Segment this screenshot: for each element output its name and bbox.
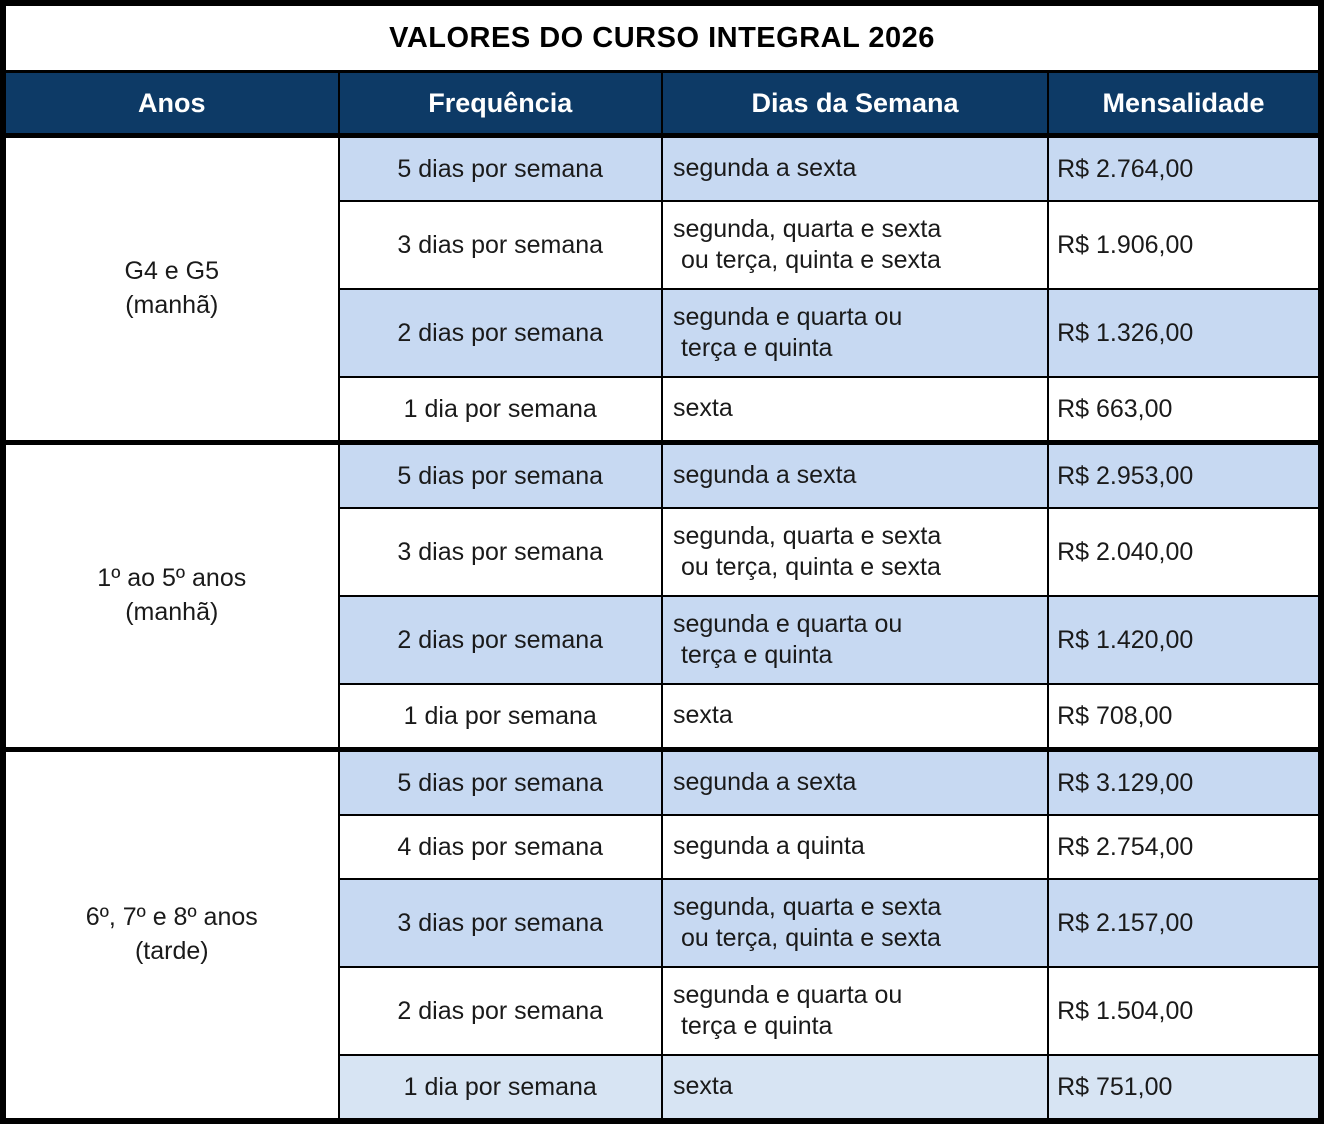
cell-frequencia: 2 dias por semana <box>337 966 663 1056</box>
dias-line: terça e quinta <box>680 334 833 362</box>
dias-line: segunda e quarta ou <box>672 980 903 1009</box>
table-row: 3 dias por semana segunda, quarta e sext… <box>3 507 1322 597</box>
table-row: 1 dia por semana sexta R$ 751,00 <box>3 1054 1322 1122</box>
cell-dias: segunda e quarta ou terça e quinta <box>660 595 1050 685</box>
cell-mensalidade: R$ 1.420,00 <box>1047 595 1322 685</box>
cell-dias: segunda a sexta <box>660 133 1050 202</box>
cell-frequencia: 3 dias por semana <box>337 200 663 290</box>
group-label-line2: (manhã) <box>125 291 219 319</box>
dias-line: sexta <box>672 701 733 730</box>
table-title: VALORES DO CURSO INTEGRAL 2026 <box>2 2 1322 73</box>
cell-dias: segunda, quarta e sexta ou terça, quinta… <box>660 878 1050 968</box>
cell-mensalidade: R$ 2.157,00 <box>1047 878 1322 968</box>
cell-mensalidade: R$ 3.129,00 <box>1047 747 1322 816</box>
cell-mensalidade: R$ 1.504,00 <box>1047 966 1322 1056</box>
dias-line: segunda a sexta <box>672 154 857 183</box>
dias-line: ou terça, quinta e sexta <box>680 924 941 952</box>
cell-mensalidade: R$ 1.326,00 <box>1047 288 1322 378</box>
dias-line: ou terça, quinta e sexta <box>680 553 941 581</box>
group-label-line2: (manhã) <box>125 598 219 626</box>
cell-dias: segunda a sexta <box>660 440 1050 509</box>
group-label-g4-g5: G4 e G5 (manhã) <box>2 133 340 444</box>
cell-frequencia: 1 dia por semana <box>337 683 663 751</box>
cell-frequencia: 5 dias por semana <box>337 440 663 509</box>
title-row: VALORES DO CURSO INTEGRAL 2026 <box>2 2 1322 73</box>
dias-line: segunda a quinta <box>672 832 865 861</box>
cell-dias: sexta <box>660 1054 1050 1122</box>
dias-line: segunda a sexta <box>672 768 857 797</box>
cell-frequencia: 3 dias por semana <box>337 878 663 968</box>
group-label-line1: G4 e G5 <box>124 257 220 286</box>
header-row: Anos Frequência Dias da Semana Mensalida… <box>2 70 1322 138</box>
dias-line: terça e quinta <box>680 641 833 669</box>
cell-mensalidade: R$ 2.040,00 <box>1047 507 1322 597</box>
column-header-mensalidade: Mensalidade <box>1047 70 1322 138</box>
cell-frequencia: 5 dias por semana <box>337 133 663 202</box>
table-row: 1 dia por semana sexta R$ 663,00 <box>3 376 1322 444</box>
dias-line: segunda, quarta e sexta <box>672 214 942 243</box>
dias-line: segunda, quarta e sexta <box>672 892 942 921</box>
dias-line: sexta <box>672 1072 733 1101</box>
cell-mensalidade: R$ 1.906,00 <box>1047 200 1322 290</box>
cell-frequencia: 3 dias por semana <box>337 507 663 597</box>
cell-frequencia: 5 dias por semana <box>337 747 663 816</box>
cell-frequencia: 2 dias por semana <box>337 595 663 685</box>
dias-line: terça e quinta <box>680 1012 833 1040</box>
table-row: 2 dias por semana segunda e quarta ou te… <box>3 595 1322 685</box>
table-row: 3 dias por semana segunda, quarta e sext… <box>3 878 1322 968</box>
group-label-6-7-8: 6º, 7º e 8º anos (tarde) <box>2 747 340 1122</box>
column-header-dias: Dias da Semana <box>660 70 1050 138</box>
cell-dias: segunda e quarta ou terça e quinta <box>660 288 1050 378</box>
group-label-1-ao-5: 1º ao 5º anos (manhã) <box>2 440 340 751</box>
table-row: 3 dias por semana segunda, quarta e sext… <box>3 200 1322 290</box>
group-label-line1: 1º ao 5º anos <box>97 564 247 593</box>
group-label-line2: (tarde) <box>134 937 209 965</box>
dias-line: segunda, quarta e sexta <box>672 521 942 550</box>
column-header-anos: Anos <box>2 70 340 138</box>
cell-dias: segunda a quinta <box>660 814 1050 880</box>
cell-mensalidade: R$ 2.764,00 <box>1047 133 1322 202</box>
cell-dias: segunda a sexta <box>660 747 1050 816</box>
table-row: 2 dias por semana segunda e quarta ou te… <box>3 288 1322 378</box>
table-row: G4 e G5 (manhã) 5 dias por semana segund… <box>2 133 1322 444</box>
table-row: 2 dias por semana segunda e quarta ou te… <box>3 966 1322 1056</box>
table-row: 6º, 7º e 8º anos (tarde) 5 dias por sema… <box>2 747 1322 1122</box>
table-row: 1 dia por semana sexta R$ 708,00 <box>3 683 1322 751</box>
cell-frequencia: 1 dia por semana <box>337 376 663 444</box>
dias-line: segunda a sexta <box>672 461 857 490</box>
cell-mensalidade: R$ 751,00 <box>1047 1054 1322 1122</box>
cell-frequencia: 1 dia por semana <box>337 1054 663 1122</box>
table-row: 1º ao 5º anos (manhã) 5 dias por semana … <box>2 440 1322 751</box>
table-row: 4 dias por semana segunda a quinta R$ 2.… <box>3 814 1322 880</box>
dias-line: segunda e quarta ou <box>672 609 903 638</box>
cell-dias: segunda, quarta e sexta ou terça, quinta… <box>660 200 1050 290</box>
column-header-frequencia: Frequência <box>337 70 663 138</box>
cell-mensalidade: R$ 2.953,00 <box>1047 440 1322 509</box>
cell-dias: segunda, quarta e sexta ou terça, quinta… <box>660 507 1050 597</box>
cell-frequencia: 2 dias por semana <box>337 288 663 378</box>
cell-mensalidade: R$ 2.754,00 <box>1047 814 1322 880</box>
dias-line: sexta <box>672 394 733 423</box>
cell-mensalidade: R$ 663,00 <box>1047 376 1322 444</box>
cell-dias: sexta <box>660 683 1050 751</box>
dias-line: segunda e quarta ou <box>672 302 903 331</box>
cell-dias: sexta <box>660 376 1050 444</box>
cell-frequencia: 4 dias por semana <box>337 814 663 880</box>
cell-mensalidade: R$ 708,00 <box>1047 683 1322 751</box>
cell-dias: segunda e quarta ou terça e quinta <box>660 966 1050 1056</box>
dias-line: ou terça, quinta e sexta <box>680 246 941 274</box>
group-label-line1: 6º, 7º e 8º anos <box>85 903 258 932</box>
